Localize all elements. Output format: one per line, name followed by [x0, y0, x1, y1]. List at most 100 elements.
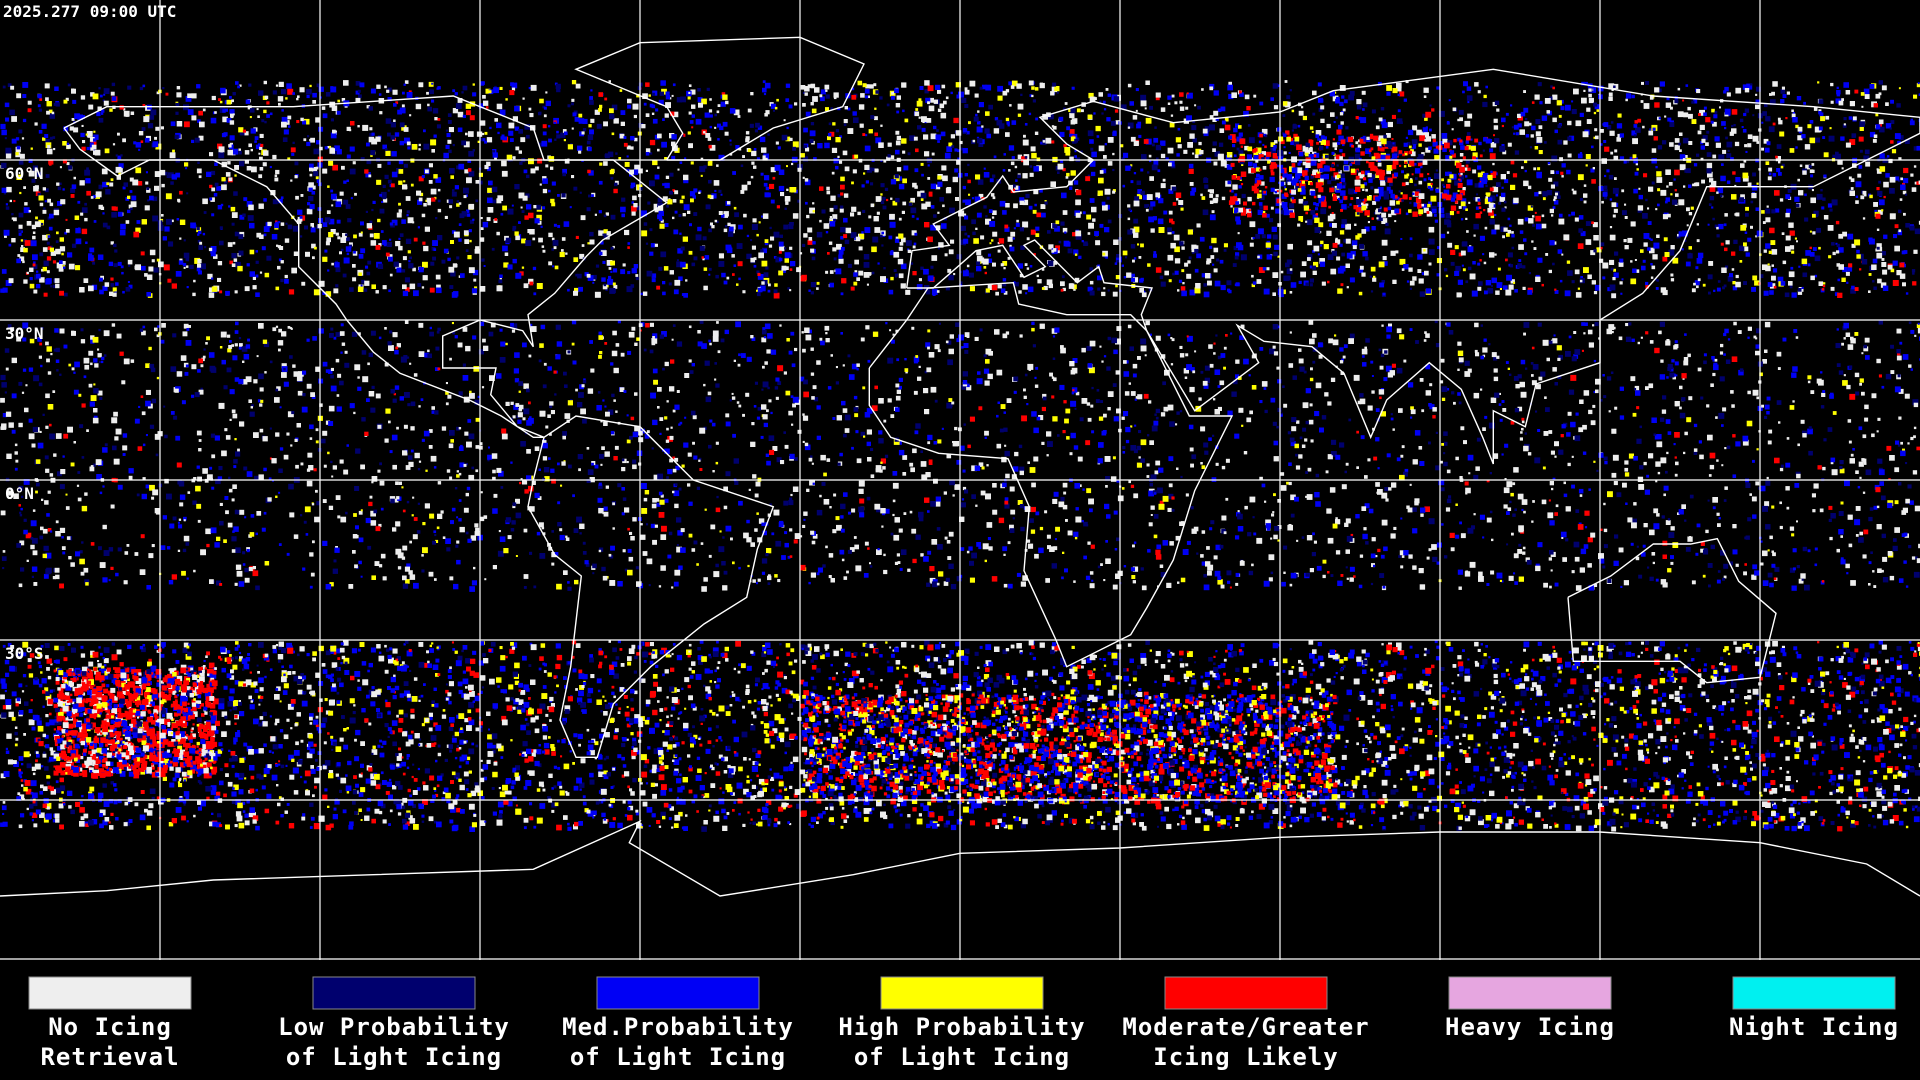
icing-pixel — [1751, 185, 1758, 191]
icing-pixel — [1443, 185, 1446, 188]
icing-pixel — [23, 247, 28, 253]
icing-pixel — [1058, 116, 1064, 122]
icing-pixel — [392, 89, 398, 95]
icing-pixel — [1813, 210, 1819, 216]
icing-pixel — [542, 178, 548, 184]
icing-pixel — [1036, 165, 1042, 172]
icing-pixel — [562, 172, 566, 177]
icing-pixel — [1745, 212, 1749, 217]
icing-pixel — [755, 122, 760, 128]
icing-pixel — [1238, 132, 1243, 137]
icing-pixel — [955, 82, 961, 88]
icing-pixel — [1733, 239, 1738, 244]
icing-pixel — [1412, 125, 1418, 131]
icing-pixel — [1767, 176, 1772, 181]
icing-pixel — [1332, 223, 1337, 228]
icing-pixel — [503, 262, 509, 268]
icing-pixel — [49, 202, 54, 207]
icing-pixel — [404, 277, 410, 283]
icing-pixel — [961, 97, 967, 103]
icing-pixel — [418, 143, 421, 147]
icing-pixel — [464, 169, 469, 174]
icing-pixel — [197, 239, 201, 243]
icing-pixel — [1740, 224, 1747, 231]
icing-pixel — [1658, 117, 1661, 120]
icing-pixel — [328, 218, 335, 225]
icing-pixel — [328, 232, 334, 238]
icing-pixel — [1087, 130, 1094, 137]
icing-pixel — [406, 214, 409, 217]
icing-pixel — [451, 292, 458, 298]
icing-pixel — [1158, 198, 1164, 204]
icing-pixel — [1742, 172, 1749, 179]
icing-pixel — [32, 235, 36, 240]
icing-pixel — [777, 146, 781, 150]
icing-pixel — [214, 162, 218, 166]
icing-pixel — [1012, 237, 1015, 240]
icing-pixel — [954, 148, 958, 152]
icing-pixel — [1287, 243, 1293, 250]
icing-pixel — [1550, 85, 1553, 88]
icing-pixel — [1787, 189, 1792, 193]
icing-pixel — [579, 191, 582, 194]
icing-pixel — [1137, 121, 1142, 126]
icing-pixel — [1381, 239, 1388, 246]
icing-pixel — [665, 102, 671, 108]
icing-pixel — [1042, 113, 1048, 120]
icing-pixel — [632, 195, 637, 201]
icing-pixel — [1709, 195, 1715, 201]
icing-pixel — [1266, 254, 1272, 260]
icing-pixel — [864, 145, 871, 152]
icing-pixel — [1251, 237, 1254, 240]
icing-pixel — [894, 238, 900, 243]
icing-pixel — [747, 108, 752, 113]
icing-pixel — [1484, 226, 1488, 230]
icing-pixel — [1888, 158, 1893, 164]
icing-pixel — [1148, 216, 1154, 223]
icing-pixel — [1918, 220, 1920, 225]
icing-pixel — [59, 290, 64, 296]
icing-pixel — [463, 141, 470, 148]
icing-pixel — [1782, 94, 1787, 98]
icing-pixel — [422, 261, 428, 268]
icing-pixel — [1769, 93, 1772, 96]
icing-pixel — [429, 287, 435, 293]
icing-pixel — [1075, 233, 1082, 240]
icing-pixel — [316, 83, 321, 88]
icing-pixel — [437, 188, 441, 192]
icing-pixel — [106, 182, 110, 186]
icing-pixel — [656, 285, 661, 290]
icing-pixel — [1574, 217, 1579, 222]
icing-pixel — [39, 252, 44, 257]
icing-pixel — [920, 198, 924, 201]
icing-pixel — [907, 249, 911, 253]
icing-pixel — [840, 184, 845, 190]
icing-pixel — [707, 161, 713, 166]
icing-pixel — [669, 172, 674, 177]
icing-pixel — [46, 148, 53, 155]
icing-pixel — [1732, 281, 1736, 285]
icing-pixel — [1358, 268, 1364, 273]
icing-pixel — [1113, 96, 1120, 102]
icing-pixel — [330, 118, 334, 122]
icing-pixel — [1747, 143, 1752, 148]
icing-pixel — [366, 159, 372, 165]
icing-pixel — [1496, 282, 1503, 288]
icing-pixel — [1596, 109, 1600, 112]
icing-pixel — [399, 233, 404, 237]
icing-pixel — [598, 180, 603, 185]
icing-pixel — [973, 238, 979, 244]
icing-pixel — [447, 113, 452, 117]
icing-pixel — [1017, 174, 1021, 179]
icing-pixel — [525, 193, 530, 198]
icing-pixel — [1378, 117, 1383, 122]
icing-pixel — [1594, 104, 1600, 110]
icing-pixel — [772, 176, 776, 180]
icing-pixel — [494, 118, 498, 122]
icing-pixel — [831, 171, 835, 175]
icing-pixel — [1667, 213, 1671, 218]
icing-pixel — [409, 256, 412, 260]
icing-pixel — [1424, 117, 1428, 121]
icing-pixel — [1774, 190, 1780, 196]
icing-pixel — [1343, 182, 1347, 186]
